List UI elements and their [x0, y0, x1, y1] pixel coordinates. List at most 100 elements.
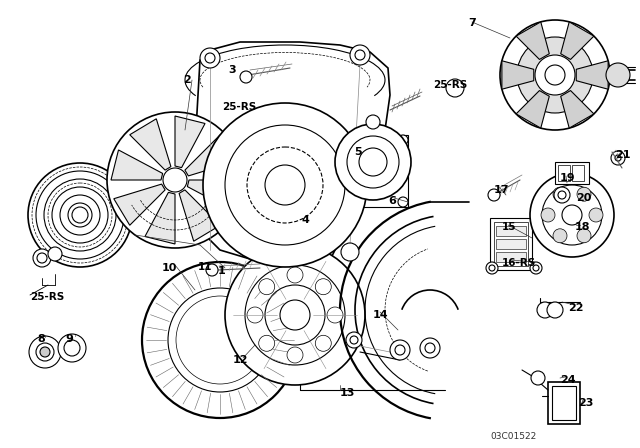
Circle shape — [553, 187, 567, 201]
Circle shape — [259, 279, 275, 295]
Circle shape — [553, 229, 567, 243]
Circle shape — [335, 124, 411, 200]
Circle shape — [390, 340, 410, 360]
Circle shape — [240, 71, 252, 83]
Text: 1: 1 — [218, 266, 226, 276]
Text: 2: 2 — [183, 75, 191, 85]
Circle shape — [577, 187, 591, 201]
Text: 3: 3 — [228, 65, 236, 75]
Circle shape — [558, 191, 566, 199]
Circle shape — [488, 189, 500, 201]
Text: 17: 17 — [494, 185, 509, 195]
Polygon shape — [516, 90, 549, 128]
Bar — [558, 165, 570, 181]
Circle shape — [287, 347, 303, 363]
Circle shape — [577, 229, 591, 243]
Circle shape — [606, 63, 630, 87]
Circle shape — [265, 165, 305, 205]
Circle shape — [341, 243, 359, 261]
Text: 21: 21 — [615, 150, 630, 160]
Circle shape — [327, 307, 343, 323]
Text: 7: 7 — [468, 18, 476, 28]
Bar — [340, 135, 408, 207]
Circle shape — [615, 155, 621, 161]
Bar — [496, 226, 526, 236]
Circle shape — [395, 345, 405, 355]
Text: 4: 4 — [302, 215, 310, 225]
Circle shape — [33, 249, 51, 267]
Polygon shape — [561, 90, 594, 128]
Circle shape — [265, 285, 325, 345]
Polygon shape — [185, 135, 236, 176]
Circle shape — [531, 371, 545, 385]
Circle shape — [562, 205, 582, 225]
Polygon shape — [561, 22, 594, 60]
Text: 6: 6 — [388, 196, 396, 206]
Circle shape — [168, 288, 272, 392]
Polygon shape — [576, 61, 608, 89]
Text: 19: 19 — [560, 173, 575, 183]
Text: 15: 15 — [502, 222, 516, 232]
Text: 5: 5 — [354, 147, 362, 157]
Polygon shape — [130, 119, 171, 170]
Text: 12: 12 — [233, 355, 248, 365]
Circle shape — [72, 207, 88, 223]
Circle shape — [316, 279, 332, 295]
Circle shape — [530, 262, 542, 274]
Circle shape — [176, 296, 264, 384]
Polygon shape — [111, 150, 163, 180]
Circle shape — [530, 173, 614, 257]
Bar — [552, 386, 576, 420]
Circle shape — [316, 335, 332, 351]
Circle shape — [58, 334, 86, 362]
Circle shape — [589, 208, 603, 222]
Bar — [572, 165, 584, 181]
Circle shape — [486, 262, 498, 274]
Circle shape — [52, 187, 108, 243]
Circle shape — [355, 50, 365, 60]
Text: 18: 18 — [575, 222, 591, 232]
Circle shape — [359, 148, 387, 176]
Text: 25-RS: 25-RS — [222, 102, 256, 112]
Text: 11: 11 — [198, 262, 212, 272]
Circle shape — [545, 65, 565, 85]
Circle shape — [280, 300, 310, 330]
Circle shape — [37, 253, 47, 263]
Circle shape — [611, 151, 625, 165]
Circle shape — [500, 20, 610, 130]
Circle shape — [350, 336, 358, 344]
Polygon shape — [175, 116, 205, 168]
Bar — [496, 239, 526, 249]
Circle shape — [533, 265, 539, 271]
Text: 9: 9 — [65, 334, 73, 344]
Circle shape — [36, 343, 54, 361]
Text: 24: 24 — [560, 375, 575, 385]
Text: 20: 20 — [576, 193, 591, 203]
Circle shape — [446, 79, 464, 97]
Circle shape — [425, 343, 435, 353]
Circle shape — [48, 247, 62, 261]
Text: 13: 13 — [340, 388, 355, 398]
Circle shape — [206, 264, 218, 276]
Circle shape — [554, 187, 570, 203]
Circle shape — [68, 203, 92, 227]
Circle shape — [535, 55, 575, 95]
Circle shape — [107, 112, 243, 248]
Circle shape — [489, 265, 495, 271]
Circle shape — [200, 48, 220, 68]
Circle shape — [225, 125, 345, 245]
Circle shape — [40, 347, 50, 357]
Circle shape — [60, 195, 100, 235]
Circle shape — [398, 197, 408, 207]
Circle shape — [64, 340, 80, 356]
Circle shape — [245, 265, 345, 365]
Text: 10: 10 — [162, 263, 177, 273]
Text: 25-RS: 25-RS — [433, 80, 467, 90]
Bar — [490, 218, 532, 270]
Circle shape — [537, 302, 553, 318]
Circle shape — [44, 179, 116, 251]
Circle shape — [340, 135, 350, 145]
Circle shape — [28, 163, 132, 267]
Circle shape — [350, 45, 370, 65]
Polygon shape — [502, 61, 534, 89]
